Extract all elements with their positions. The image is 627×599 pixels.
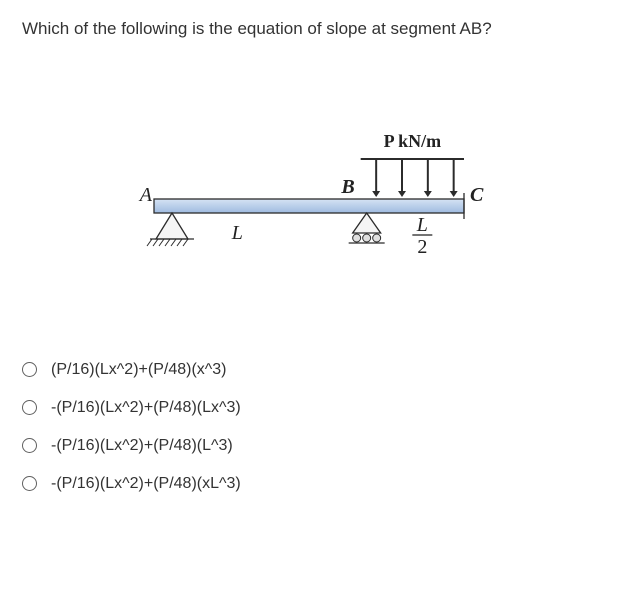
beam-svg: P kN/mABCLL2 (134, 121, 494, 281)
option-row[interactable]: -(P/16)(Lx^2)+(P/48)(Lx^3) (22, 399, 605, 417)
options-list: (P/16)(Lx^2)+(P/48)(x^3) -(P/16)(Lx^2)+(… (22, 361, 605, 493)
option-label: -(P/16)(Lx^2)+(P/48)(Lx^3) (51, 399, 241, 417)
question-text: Which of the following is the equation o… (22, 18, 605, 41)
svg-text:B: B (340, 176, 354, 198)
option-label: -(P/16)(Lx^2)+(P/48)(xL^3) (51, 475, 241, 493)
svg-text:P kN/m: P kN/m (383, 131, 441, 151)
option-row[interactable]: (P/16)(Lx^2)+(P/48)(x^3) (22, 361, 605, 379)
radio-icon[interactable] (22, 438, 37, 453)
radio-icon[interactable] (22, 362, 37, 377)
beam-diagram: P kN/mABCLL2 (22, 121, 605, 281)
option-label: -(P/16)(Lx^2)+(P/48)(L^3) (51, 437, 233, 455)
svg-text:C: C (470, 184, 484, 206)
radio-icon[interactable] (22, 476, 37, 491)
option-row[interactable]: -(P/16)(Lx^2)+(P/48)(xL^3) (22, 475, 605, 493)
option-row[interactable]: -(P/16)(Lx^2)+(P/48)(L^3) (22, 437, 605, 455)
svg-text:L: L (230, 222, 242, 244)
option-label: (P/16)(Lx^2)+(P/48)(x^3) (51, 361, 227, 379)
svg-text:A: A (137, 184, 152, 206)
svg-text:L: L (415, 214, 427, 236)
svg-text:2: 2 (417, 236, 427, 258)
radio-icon[interactable] (22, 400, 37, 415)
